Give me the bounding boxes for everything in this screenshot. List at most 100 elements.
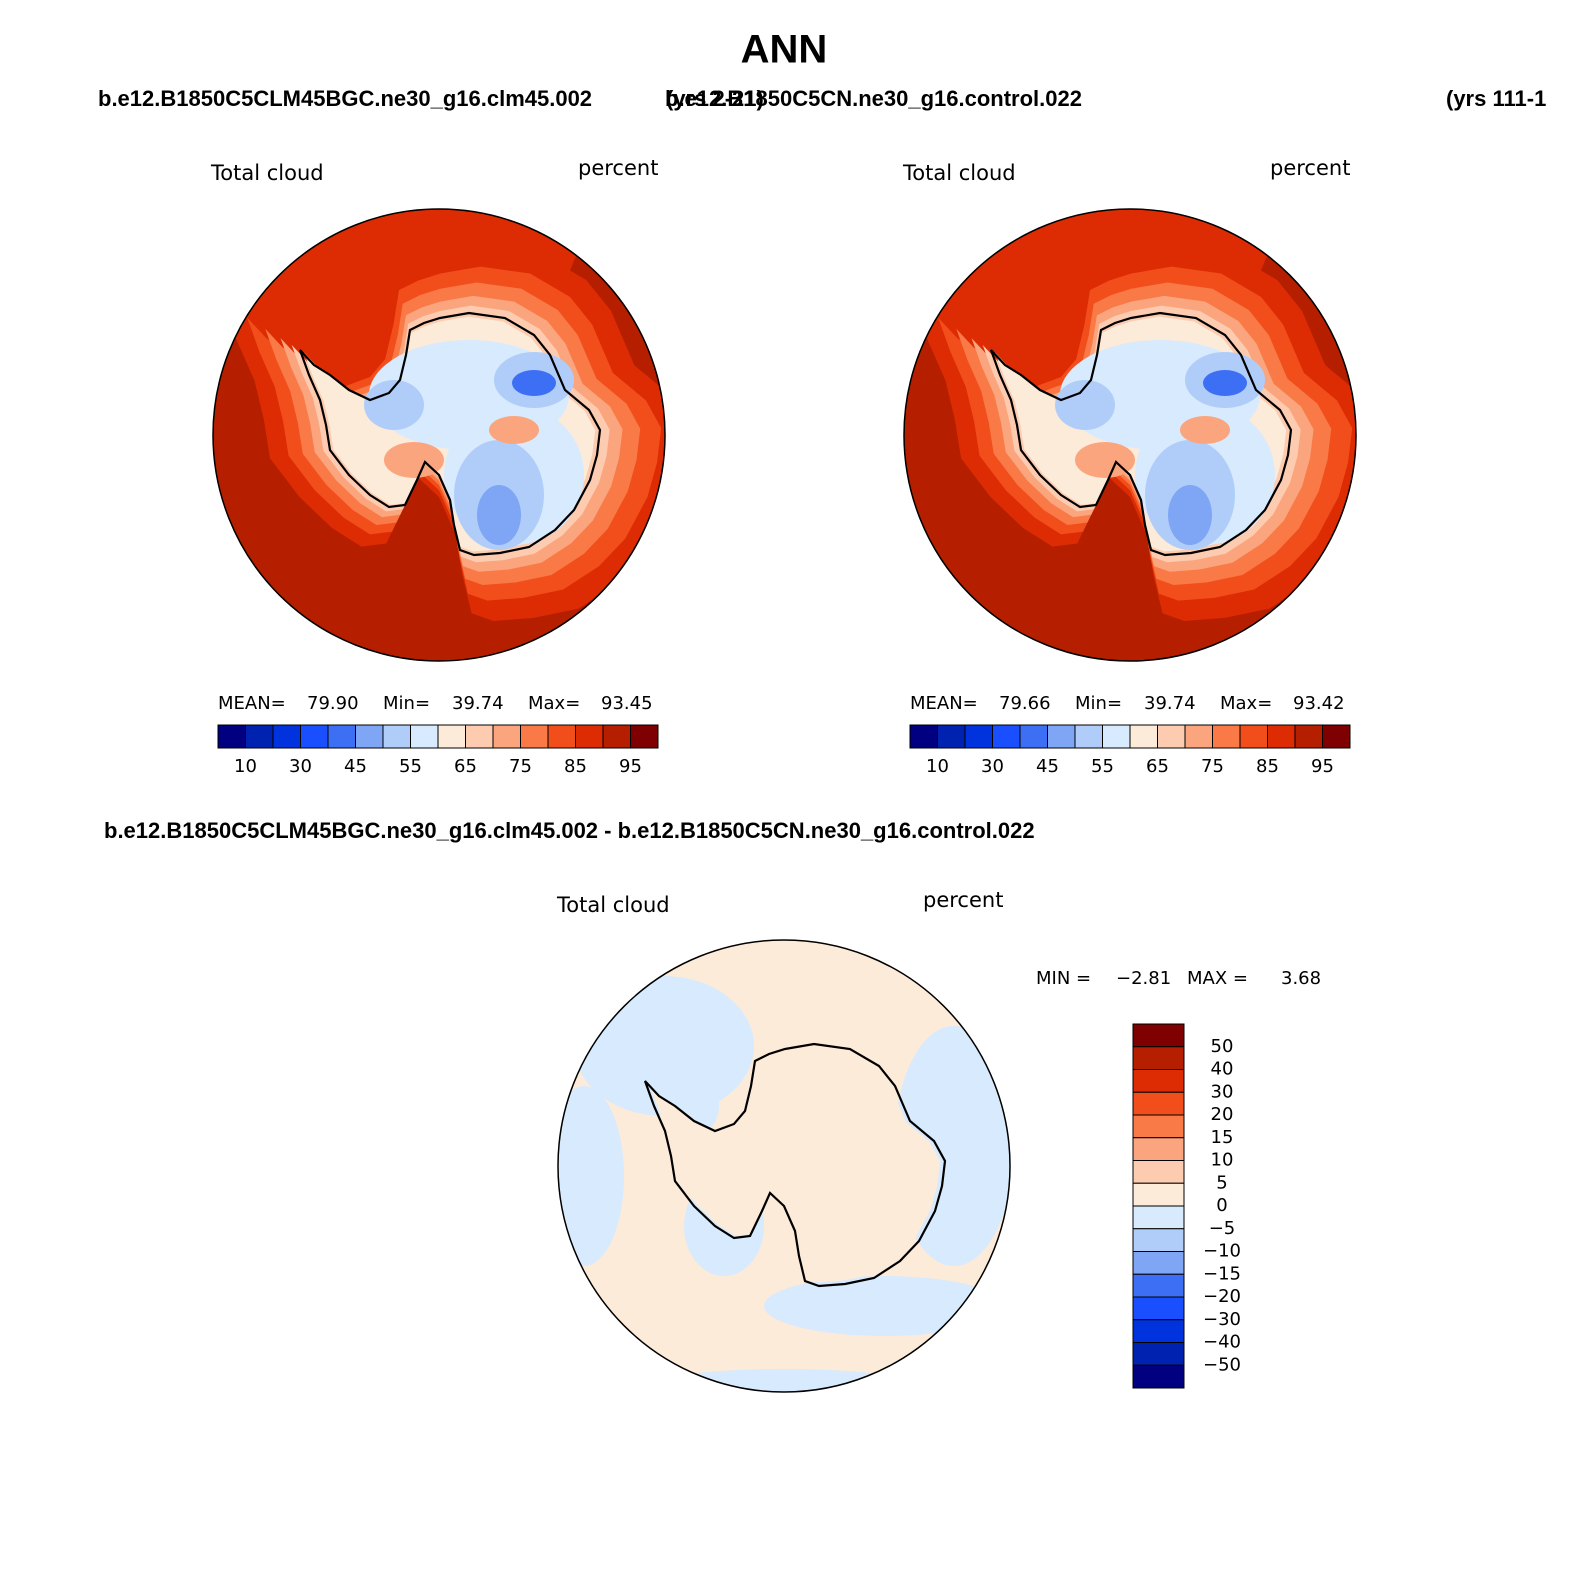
colorbar-box [1019, 724, 1048, 749]
stat-label: MEAN= [910, 693, 978, 714]
colorbar-box [1132, 1228, 1185, 1252]
colorbar-box [437, 724, 466, 749]
colorbar-label: 75 [1201, 756, 1224, 777]
colorbar-label: −20 [1203, 1286, 1241, 1307]
colorbar-box [1132, 1091, 1185, 1116]
colorbar-box [1132, 1069, 1185, 1093]
colorbar-box [992, 724, 1021, 749]
stat-label: MEAN= [218, 693, 286, 714]
colorbar-box [909, 724, 938, 749]
colorbar-box [1132, 1273, 1185, 1298]
stat-label: MIN = [1036, 968, 1091, 989]
colorbar-box [1132, 1160, 1185, 1184]
stat-value: 39.74 [452, 693, 504, 714]
colorbar-box [1322, 724, 1351, 749]
colorbar-label: 65 [454, 756, 477, 777]
stat-value: 79.66 [999, 693, 1051, 714]
colorbar-label: −15 [1203, 1263, 1241, 1284]
colorbar-box [1132, 1114, 1185, 1139]
stat-label: Min= [383, 693, 430, 714]
colorbar-box [1132, 1205, 1185, 1230]
colorbar-label: −5 [1209, 1218, 1236, 1239]
stat-value: 93.45 [601, 693, 653, 714]
colorbar-label: 0 [1216, 1195, 1227, 1216]
colorbar-box [1132, 1023, 1185, 1048]
stat-label: Min= [1075, 693, 1122, 714]
colorbar-box [355, 724, 384, 749]
colorbar-label: 40 [1211, 1059, 1234, 1080]
stat-label: MAX = [1187, 968, 1248, 989]
right-label: percent [923, 888, 1003, 912]
colorbar-label: 50 [1211, 1036, 1234, 1057]
colorbar-label: 65 [1146, 756, 1169, 777]
colorbar-box [1212, 724, 1241, 749]
colorbar-box [520, 724, 549, 749]
colorbar-box [1047, 724, 1076, 749]
colorbar-label: 85 [1256, 756, 1279, 777]
colorbar-box [1132, 1182, 1185, 1207]
colorbar-box [300, 724, 329, 749]
colorbar-box [1132, 1046, 1185, 1070]
map [903, 208, 1357, 662]
colorbar-label: 95 [619, 756, 642, 777]
colorbar-box [1132, 1342, 1185, 1366]
difference-title: b.e12.B1850C5CLM45BGC.ne30_g16.clm45.002… [104, 818, 1035, 843]
colorbar-label: 45 [1036, 756, 1059, 777]
colorbar-box [1132, 1137, 1185, 1161]
colorbar-label: 55 [399, 756, 422, 777]
colorbar-box [964, 724, 993, 749]
colorbar-box [1132, 1296, 1185, 1321]
colorbar-label: 85 [564, 756, 587, 777]
colorbar-box [327, 724, 356, 749]
colorbar-box [937, 724, 966, 749]
colorbar-label: 15 [1211, 1127, 1234, 1148]
left-label: Total cloud [210, 161, 324, 185]
map [212, 208, 666, 662]
map [557, 939, 1011, 1393]
colorbar-label: −10 [1203, 1241, 1241, 1262]
stat-value: 93.42 [1293, 693, 1345, 714]
colorbar-box [1132, 1251, 1185, 1275]
left-label: Total cloud [902, 161, 1016, 185]
colorbar-label: 30 [1211, 1081, 1234, 1102]
colorbar-label: 95 [1311, 756, 1334, 777]
stat-value: 3.68 [1281, 968, 1321, 989]
colorbar-label: 55 [1091, 756, 1114, 777]
colorbar-label: −50 [1203, 1354, 1241, 1375]
colorbar-box [1129, 724, 1158, 749]
difference-panel: b.e12.B1850C5CLM45BGC.ne30_g16.clm45.002… [104, 818, 1321, 1393]
colorbar-label: 30 [981, 756, 1004, 777]
colorbar-label: −40 [1203, 1332, 1241, 1353]
right-label: percent [1270, 156, 1350, 180]
stat-value: 39.74 [1144, 693, 1196, 714]
panel: Total cloud percent MEAN= 79.90 Min= 39.… [210, 156, 666, 714]
colorbar-label: 30 [289, 756, 312, 777]
stat-label: Max= [1220, 693, 1272, 714]
colorbar-box [382, 724, 411, 749]
right-label: percent [578, 156, 658, 180]
case1-years: (yrs 2-21) [666, 86, 764, 111]
colorbar-box [602, 724, 631, 749]
colorbar-box [575, 724, 604, 749]
colorbar-label: 75 [509, 756, 532, 777]
colorbar-label: 5 [1216, 1172, 1227, 1193]
colorbar-box [492, 724, 521, 749]
case2-years: (yrs 111-1 [1446, 86, 1546, 111]
colorbar-box [1132, 1319, 1185, 1343]
colorbar-label: 10 [926, 756, 949, 777]
case1-name: b.e12.B1850C5CLM45BGC.ne30_g16.clm45.002 [98, 86, 592, 111]
colorbar-label: 45 [344, 756, 367, 777]
panel: Total cloud percent MEAN= 79.66 Min= 39.… [902, 156, 1357, 714]
colorbar-box [410, 724, 439, 749]
figure-title: ANN [741, 28, 828, 72]
colorbar-box [1239, 724, 1268, 749]
colorbar-label: 10 [1211, 1150, 1234, 1171]
stat-label: Max= [528, 693, 580, 714]
colorbar-box [465, 724, 494, 749]
colorbar-box [217, 724, 246, 749]
colorbar-label: 10 [234, 756, 257, 777]
colorbar-box [1132, 1364, 1185, 1389]
colorbar-box [547, 724, 576, 749]
left-label: Total cloud [556, 893, 670, 917]
